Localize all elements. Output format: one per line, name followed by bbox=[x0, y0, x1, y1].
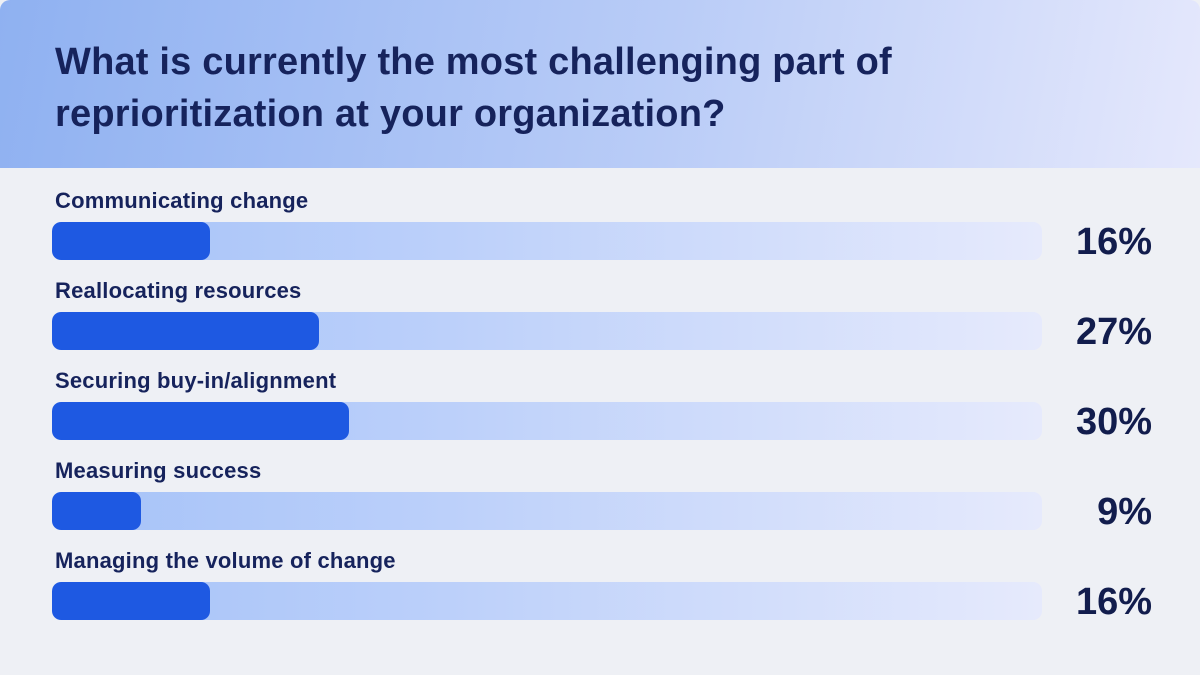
bar-fill bbox=[52, 582, 211, 620]
bar-row: Reallocating resources 27% bbox=[52, 277, 1152, 353]
bar-label: Managing the volume of change bbox=[55, 548, 396, 573]
bar-line: 27% bbox=[52, 311, 1152, 353]
bar-value: 27% bbox=[1075, 311, 1152, 353]
bar-fill bbox=[52, 492, 142, 530]
bar-chart: Communicating change 16% Reallocating re… bbox=[52, 187, 1152, 623]
bar-fill bbox=[52, 312, 320, 350]
bar-track bbox=[52, 402, 1042, 440]
bar-track bbox=[52, 582, 1042, 620]
bar-label: Securing buy-in/alignment bbox=[55, 368, 337, 393]
bar-track bbox=[52, 222, 1042, 260]
bar-track bbox=[52, 312, 1042, 350]
question-header: What is currently the most challenging p… bbox=[0, 0, 1200, 168]
bar-value: 9% bbox=[1097, 491, 1152, 533]
bar-row: Measuring success 9% bbox=[52, 457, 1152, 533]
bar-line: 9% bbox=[52, 491, 1152, 533]
bar-fill bbox=[52, 222, 211, 260]
bar-row: Communicating change 16% bbox=[52, 187, 1152, 263]
bar-value: 16% bbox=[1075, 581, 1152, 623]
bar-row: Securing buy-in/alignment 30% bbox=[52, 367, 1152, 443]
bar-value: 30% bbox=[1075, 401, 1152, 443]
bar-label: Reallocating resources bbox=[55, 278, 302, 303]
page-title: What is currently the most challenging p… bbox=[55, 41, 892, 135]
bar-value: 16% bbox=[1075, 221, 1152, 263]
bar-line: 30% bbox=[52, 401, 1152, 443]
bar-track bbox=[52, 492, 1042, 530]
bar-fill bbox=[52, 402, 349, 440]
bar-line: 16% bbox=[52, 221, 1152, 263]
bar-line: 16% bbox=[52, 581, 1152, 623]
bar-label: Communicating change bbox=[55, 188, 309, 213]
bar-row: Managing the volume of change 16% bbox=[52, 547, 1152, 623]
bar-label: Measuring success bbox=[55, 458, 262, 483]
